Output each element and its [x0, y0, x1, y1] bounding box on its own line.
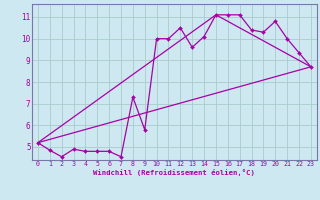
X-axis label: Windchill (Refroidissement éolien,°C): Windchill (Refroidissement éolien,°C) — [93, 169, 255, 176]
